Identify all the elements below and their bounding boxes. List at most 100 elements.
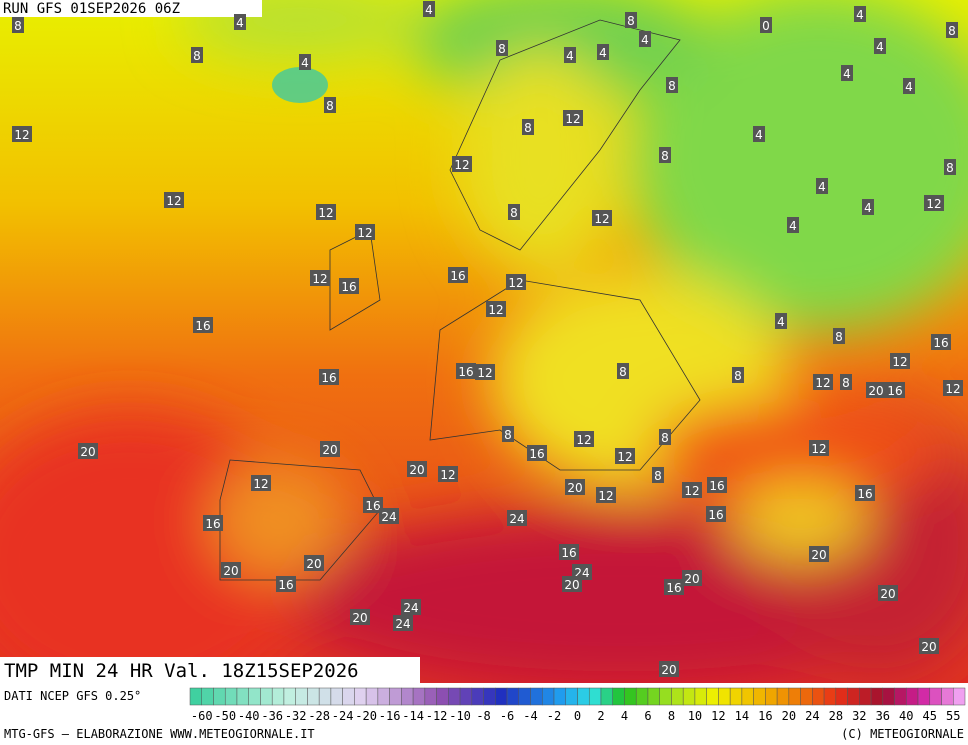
map-label: 12 [684, 484, 699, 498]
label-box [682, 482, 702, 498]
map-label: 12 [565, 112, 580, 126]
map-label: 16 [887, 384, 902, 398]
colorbar-label: 36 [876, 709, 890, 723]
map-label: 8 [504, 428, 512, 442]
label-box [840, 374, 852, 390]
map-label: 16 [278, 578, 293, 592]
colorbar-label: -40 [238, 709, 260, 723]
label-box [706, 506, 726, 522]
colorbar-cell [401, 687, 414, 706]
map-label: 12 [166, 194, 181, 208]
label-box [862, 199, 874, 215]
run-info: RUN GFS 01SEP2026 06Z [3, 1, 180, 17]
label-box [659, 661, 679, 677]
map-label: 4 [843, 67, 851, 81]
map-label: 4 [425, 3, 433, 17]
label-box [946, 22, 958, 38]
label-box [596, 487, 616, 503]
label-box [496, 40, 508, 56]
label-box [448, 267, 468, 283]
colorbar-cell [729, 687, 743, 706]
colorbar-label: 40 [899, 709, 913, 723]
label-box [339, 278, 359, 294]
label-box [659, 147, 671, 163]
map-label: 8 [510, 206, 518, 220]
label-box [423, 1, 435, 17]
colorbar-cell [330, 687, 343, 706]
coastline [219, 19, 701, 581]
map-label: 20 [322, 443, 337, 457]
colorbar-cell [776, 687, 790, 706]
label-box [574, 431, 594, 447]
colorbar-label: 20 [782, 709, 796, 723]
label-box [475, 364, 495, 380]
map-label: 12 [440, 468, 455, 482]
map-label: 4 [864, 201, 872, 215]
label-box [854, 6, 866, 22]
label-box [919, 638, 939, 654]
map-label: 12 [926, 197, 941, 211]
colorbar-cell [342, 687, 355, 706]
colorbar-cell [706, 687, 719, 706]
title-box [0, 657, 420, 683]
map-label: 16 [709, 479, 724, 493]
label-box [379, 508, 399, 524]
colorbar-cell [459, 687, 473, 706]
label-box [78, 443, 98, 459]
map-label: 4 [755, 128, 763, 142]
label-box [203, 515, 223, 531]
map-label: 20 [306, 557, 321, 571]
colorbar-label: -10 [449, 709, 471, 723]
colorbar-cell [553, 687, 567, 706]
map-label: 16 [341, 280, 356, 294]
label-box [304, 555, 324, 571]
colorbar-label: 6 [644, 709, 651, 723]
colorbar-cell [224, 687, 238, 706]
colorbar-label: -8 [476, 709, 490, 723]
map-label: 16 [321, 371, 336, 385]
colorbar-cell [788, 687, 801, 706]
colorbar-cell [753, 687, 766, 706]
label-box [855, 485, 875, 501]
colorbar-cell [201, 687, 214, 706]
label-box [775, 313, 787, 329]
label-box [707, 477, 727, 493]
colorbar-cell [542, 687, 555, 706]
label-box [944, 159, 956, 175]
colorbar-cell [448, 687, 461, 706]
colorbar-label: 32 [852, 709, 866, 723]
map-label: 8 [619, 365, 627, 379]
map-label: 8 [654, 469, 662, 483]
map-label: 16 [708, 508, 723, 522]
label-box [363, 497, 383, 513]
colorbar-cell [671, 687, 684, 706]
label-box [565, 479, 585, 495]
label-box [562, 576, 582, 592]
colorbar-label: 8 [668, 709, 675, 723]
label-box [12, 126, 32, 142]
colorbar-cell [624, 687, 637, 706]
colorbar-cell [518, 687, 531, 706]
map-label: 24 [403, 601, 418, 615]
colorbar-cell [682, 687, 696, 706]
label-box [652, 467, 664, 483]
colorbar-cell [588, 687, 602, 706]
label-box [890, 353, 910, 369]
label-box [401, 599, 421, 615]
colorbar-cell [635, 687, 649, 706]
map-label: 8 [193, 49, 201, 63]
map-label: 8 [948, 24, 956, 38]
map-label: 8 [668, 79, 676, 93]
colorbar-label: 2 [597, 709, 604, 723]
label-box [924, 195, 944, 211]
label-box [164, 192, 184, 208]
colorbar-cell [694, 687, 707, 706]
label-box [407, 461, 427, 477]
map-label: 0 [762, 19, 770, 33]
label-box [625, 12, 637, 28]
label-box [324, 97, 336, 113]
map-label: 16 [561, 546, 576, 560]
label-box [350, 609, 370, 625]
map-label: 16 [205, 517, 220, 531]
